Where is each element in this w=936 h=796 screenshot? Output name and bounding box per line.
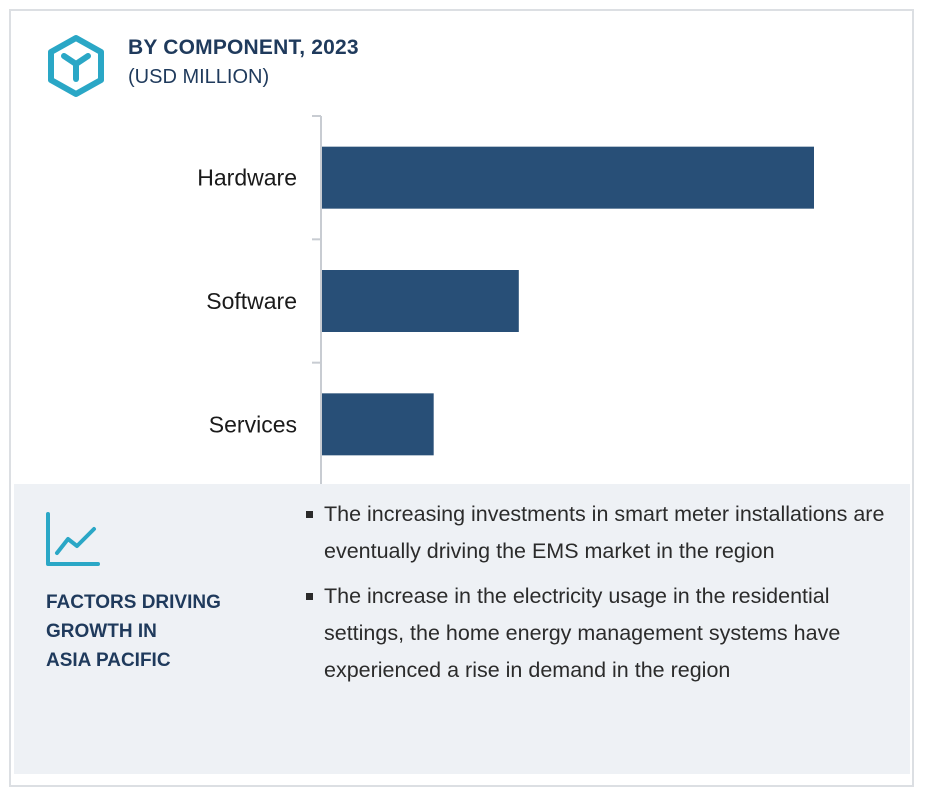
trend-line-icon bbox=[46, 512, 100, 566]
factors-title-line-2: GROWTH IN bbox=[46, 621, 157, 642]
factors-title-line-3: ASIA PACIFIC bbox=[46, 650, 171, 671]
factor-bullet-text: The increasing investments in smart mete… bbox=[324, 502, 885, 563]
factors-title-line-1: FACTORS DRIVING bbox=[46, 592, 221, 613]
bar-hardware bbox=[322, 146, 814, 209]
bar-chart: Hardware Software Services bbox=[197, 115, 814, 487]
factors-title: FACTORS DRIVING GROWTH IN ASIA PACIFIC bbox=[46, 588, 286, 675]
factor-bullet-text: The increase in the electricity usage in… bbox=[324, 584, 841, 682]
factor-bullet-2: The increase in the electricity usage in… bbox=[302, 578, 902, 689]
factors-panel: FACTORS DRIVING GROWTH IN ASIA PACIFIC T… bbox=[14, 484, 910, 774]
category-label-services: Services bbox=[209, 411, 297, 437]
factors-list: The increasing investments in smart mete… bbox=[302, 496, 902, 697]
bullet-square-icon bbox=[306, 593, 313, 600]
category-label-software: Software bbox=[206, 288, 297, 314]
category-label-hardware: Hardware bbox=[197, 165, 297, 191]
cube-icon bbox=[48, 35, 104, 97]
bar-services bbox=[322, 393, 434, 456]
factor-bullet-1: The increasing investments in smart mete… bbox=[302, 496, 902, 570]
chart-subtitle: (USD MILLION) bbox=[128, 66, 270, 88]
bar-software bbox=[322, 270, 519, 332]
chart-title: BY COMPONENT, 2023 bbox=[128, 36, 359, 59]
bullet-square-icon bbox=[306, 511, 313, 518]
